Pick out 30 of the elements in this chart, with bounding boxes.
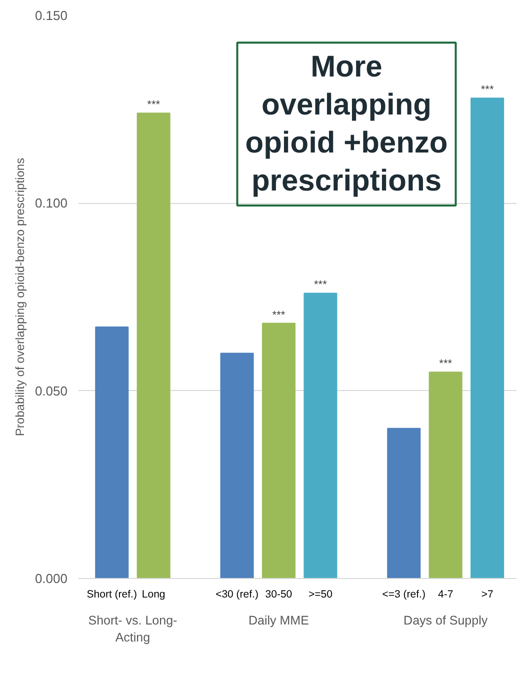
annotation: More overlapping opioid +benzo prescriptions [245,50,448,198]
text: Days of Supply [404,614,488,628]
x-tick-label: <30 (ref.) [216,588,258,600]
y-axis-title: Probability of overlapping opioid-benzo prescriptions [12,158,27,436]
annotation: *** [147,99,161,112]
x-tick-label: >=50 [308,588,333,600]
bar [304,292,338,578]
x-tick-label: >7 [481,588,494,600]
annotation: *** [480,84,494,96]
text: Daily MME [248,614,309,628]
bar [95,326,129,578]
x-tick-label: Short (ref.) [86,588,137,600]
bar [387,428,421,578]
x-tick-label: Long [142,588,166,600]
y-tick-label: 0.100 [34,196,68,211]
bar [262,322,296,578]
x-tick-label: <=3 (ref.) [382,588,426,600]
y-tick-label: 0.000 [34,571,68,586]
text: Short- vs. Long-Acting [88,614,178,644]
y-tick-label: 0.050 [34,383,68,398]
bar [220,352,254,578]
bar [136,112,170,578]
x-tick-label: 30-50 [265,588,292,600]
annotation: *** [272,309,286,322]
bar [470,98,504,578]
x-tick-label: 4-7 [438,588,454,600]
y-tick-label: 0.150 [34,8,68,23]
annotation: *** [314,279,328,292]
annotation: *** [439,358,453,370]
bar [428,372,462,578]
